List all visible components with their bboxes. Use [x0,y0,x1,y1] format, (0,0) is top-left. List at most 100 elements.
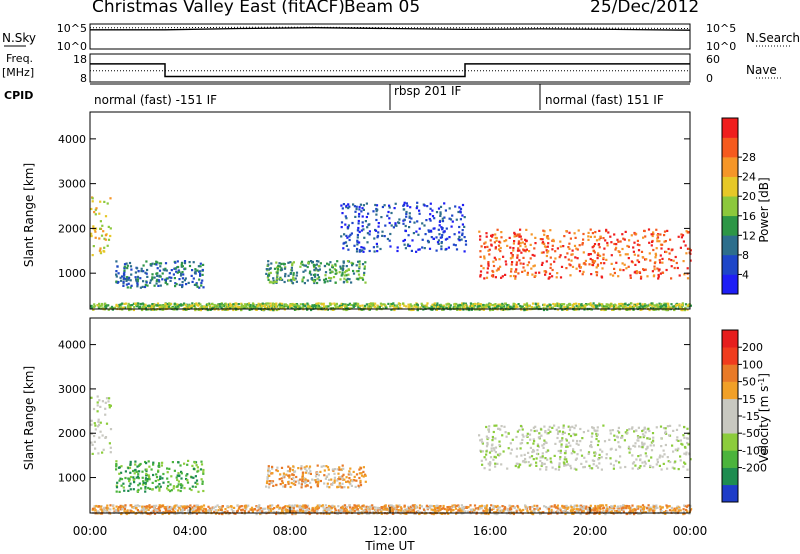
velocity-colorbar-swatch-2 [722,450,738,468]
noise-tick-right-bottom: 10^0 [706,40,736,53]
velocity-ytick-label-2: 3000 [58,383,86,396]
noise-lines [90,26,691,31]
noise-tick-left-top: 10^5 [57,22,87,35]
velocity-colorbar-tick-label-0: 200 [742,341,763,354]
nave-label: Nave [746,63,777,77]
power-ytick-label-2: 3000 [58,178,86,191]
power-colorbar-tick-label-3: 16 [742,210,756,223]
power-colorbar-frame [721,117,739,295]
velocity-ytick-label-3: 4000 [58,339,86,352]
velocity-colorbar-swatch-9 [722,330,738,348]
freq-lines [90,63,690,78]
velocity-colorbar-tick-label-1: 100 [742,358,763,371]
freq-panel: Freq. [MHz] 18 8 60 0 Nave [2,52,782,85]
velocity-colorbar-swatch-7 [722,364,738,382]
cpid-label: CPID [4,89,33,102]
power-colorbar-swatch-5 [722,176,738,197]
velocity-ylabel: Slant Range [km] [22,366,36,470]
velocity-colorbar-tick-label-3: 15 [742,393,756,406]
velocity-yticks: 1000 2000 3000 4000 [58,339,690,485]
velocity-echo-region-1 [115,459,205,493]
freq-series-line [90,63,690,78]
power-echo-region-3 [340,201,468,253]
noise-series-1 [90,26,691,29]
power-colorbar-swatch-6 [722,157,738,177]
power-echo-region-5 [90,302,692,312]
power-panel: 1000 2000 3000 4000 Slant Range [km] 4 8 12 16… [22,111,771,312]
nsearch-label: N.Search [746,31,800,45]
freq-frame [89,53,691,83]
cpid-segments [389,84,541,110]
xtick-label-4: 16:00 [473,524,508,538]
freq-tick-left-top: 18 [73,53,87,66]
cpid-segment-label-2: normal (fast) 151 IF [545,93,664,107]
date-label: 25/Dec/2012 [590,0,700,17]
velocity-echo-region-3 [478,424,692,471]
freq-tick-left-bottom: 8 [80,72,87,85]
station-title: Christmas Valley East (fitACF) [92,0,345,17]
power-colorbar-swatch-2 [722,235,738,256]
noise-tick-left-bottom: 10^0 [57,40,87,53]
power-colorbar-tick-label-6: 28 [742,151,756,164]
velocity-colorbar-swatch-8 [722,347,738,365]
velocity-colorbar-tick-label-7: -200 [742,462,767,475]
cpid-panel: CPID normal (fast) -151 IF rbsp 201 IF n… [4,83,690,110]
power-colorbar-tick-label-2: 12 [742,229,756,242]
xtick-label-0: 00:00 [73,524,108,538]
power-colorbar-swatch-7 [722,137,738,158]
power-colorbar-tick-label-1: 8 [742,249,749,262]
velocity-xticks: 00:00 04:00 08:00 12:00 16:00 20:00 00:00 [73,507,708,538]
power-ytick-label-1: 2000 [58,222,86,235]
power-echoes [90,196,692,312]
power-colorbar-swatch-4 [722,196,738,217]
xtick-label-6: 00:00 [673,524,708,538]
power-ylabel: Slant Range [km] [22,163,36,267]
noise-series-0 [90,27,691,31]
power-colorbar-tick-label-5: 24 [742,171,756,184]
velocity-panel: 1000 2000 3000 4000 Slant Range [km] 200 100… [22,317,772,553]
cpid-segment-label-1: rbsp 201 IF [394,84,461,98]
power-ytick-label-0: 1000 [58,267,86,280]
power-echo-region-2 [265,260,367,285]
velocity-colorbar-swatch-6 [722,381,738,400]
freq-label-line2: [MHz] [2,66,34,79]
beam-label: Beam 05 [344,0,421,17]
power-colorbar-swatch-3 [722,215,738,236]
velocity-colorbar-tick-label-5: -50 [742,427,760,440]
velocity-ytick-label-0: 1000 [58,472,86,485]
velocity-colorbar-swatch-3 [722,433,738,451]
power-yticks: 1000 2000 3000 4000 [58,133,690,280]
velocity-colorbar-label: Velocity [m s-1] [757,373,772,463]
velocity-colorbar-tick-label-2: 50 [742,376,756,389]
power-echo-region-1 [115,260,205,289]
freq-tick-right-bottom: 0 [706,72,713,85]
velocity-colorbar-swatch-4 [722,416,738,434]
velocity-echoes [90,395,693,516]
xtick-label-1: 04:00 [173,524,208,538]
freq-label-line1: Freq. [6,52,33,65]
noise-tick-right-top: 10^5 [706,22,736,35]
freq-tick-right-top: 60 [706,53,720,66]
velocity-colorbar-tick-label-4: -15 [742,410,760,423]
velocity-echo-region-4 [91,504,693,516]
power-colorbar-tick-label-4: 20 [742,190,756,203]
power-colorbar-tick-label-0: 4 [742,268,749,281]
noise-frame [89,23,691,50]
power-ytick-label-3: 4000 [58,133,86,146]
time-axis-label: Time UT [364,539,415,553]
power-colorbar-label: Power [dB] [757,177,771,242]
power-frame [89,111,691,310]
noise-panel: N.Sky N.Search 10^5 10^0 10^5 10^0 [2,22,800,53]
power-echo-region-4 [478,228,692,280]
power-colorbar-swatch-0 [722,274,738,295]
cpid-segment-label-0: normal (fast) -151 IF [94,93,217,107]
power-colorbar-swatch-1 [722,254,738,275]
velocity-background [90,318,690,513]
power-colorbar: 4 8 12 16 20 24 28 [721,117,756,295]
power-background [90,112,690,309]
power-colorbar-swatch-8 [722,118,738,138]
velocity-colorbar-swatch-5 [722,398,738,417]
velocity-colorbar: 200 100 50 15 -15 -50 -100 -200 [721,329,767,503]
velocity-ytick-label-1: 2000 [58,427,86,440]
